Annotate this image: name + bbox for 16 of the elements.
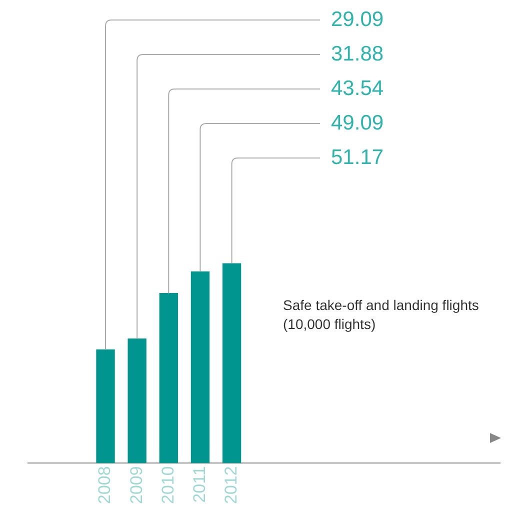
data-label: 51.17 [331, 146, 384, 169]
bar [222, 263, 242, 464]
x-tick-label: 2008 [95, 466, 114, 504]
bar [159, 292, 178, 464]
x-tick-label: 2011 [190, 466, 209, 503]
bar [96, 349, 115, 464]
bar [128, 338, 146, 464]
bar [190, 271, 210, 464]
text: Safe take-off and landing flights (10,000 flights) [283, 296, 480, 334]
data-label: 29.09 [331, 8, 384, 31]
data-label: 31.88 [331, 42, 384, 66]
x-tick-label: 2009 [126, 466, 146, 504]
x-tick-label: 2010 [158, 466, 178, 504]
data-label: 49.09 [331, 111, 384, 134]
data-label: 43.54 [331, 76, 384, 100]
x-tick-label: 2012 [221, 466, 240, 504]
